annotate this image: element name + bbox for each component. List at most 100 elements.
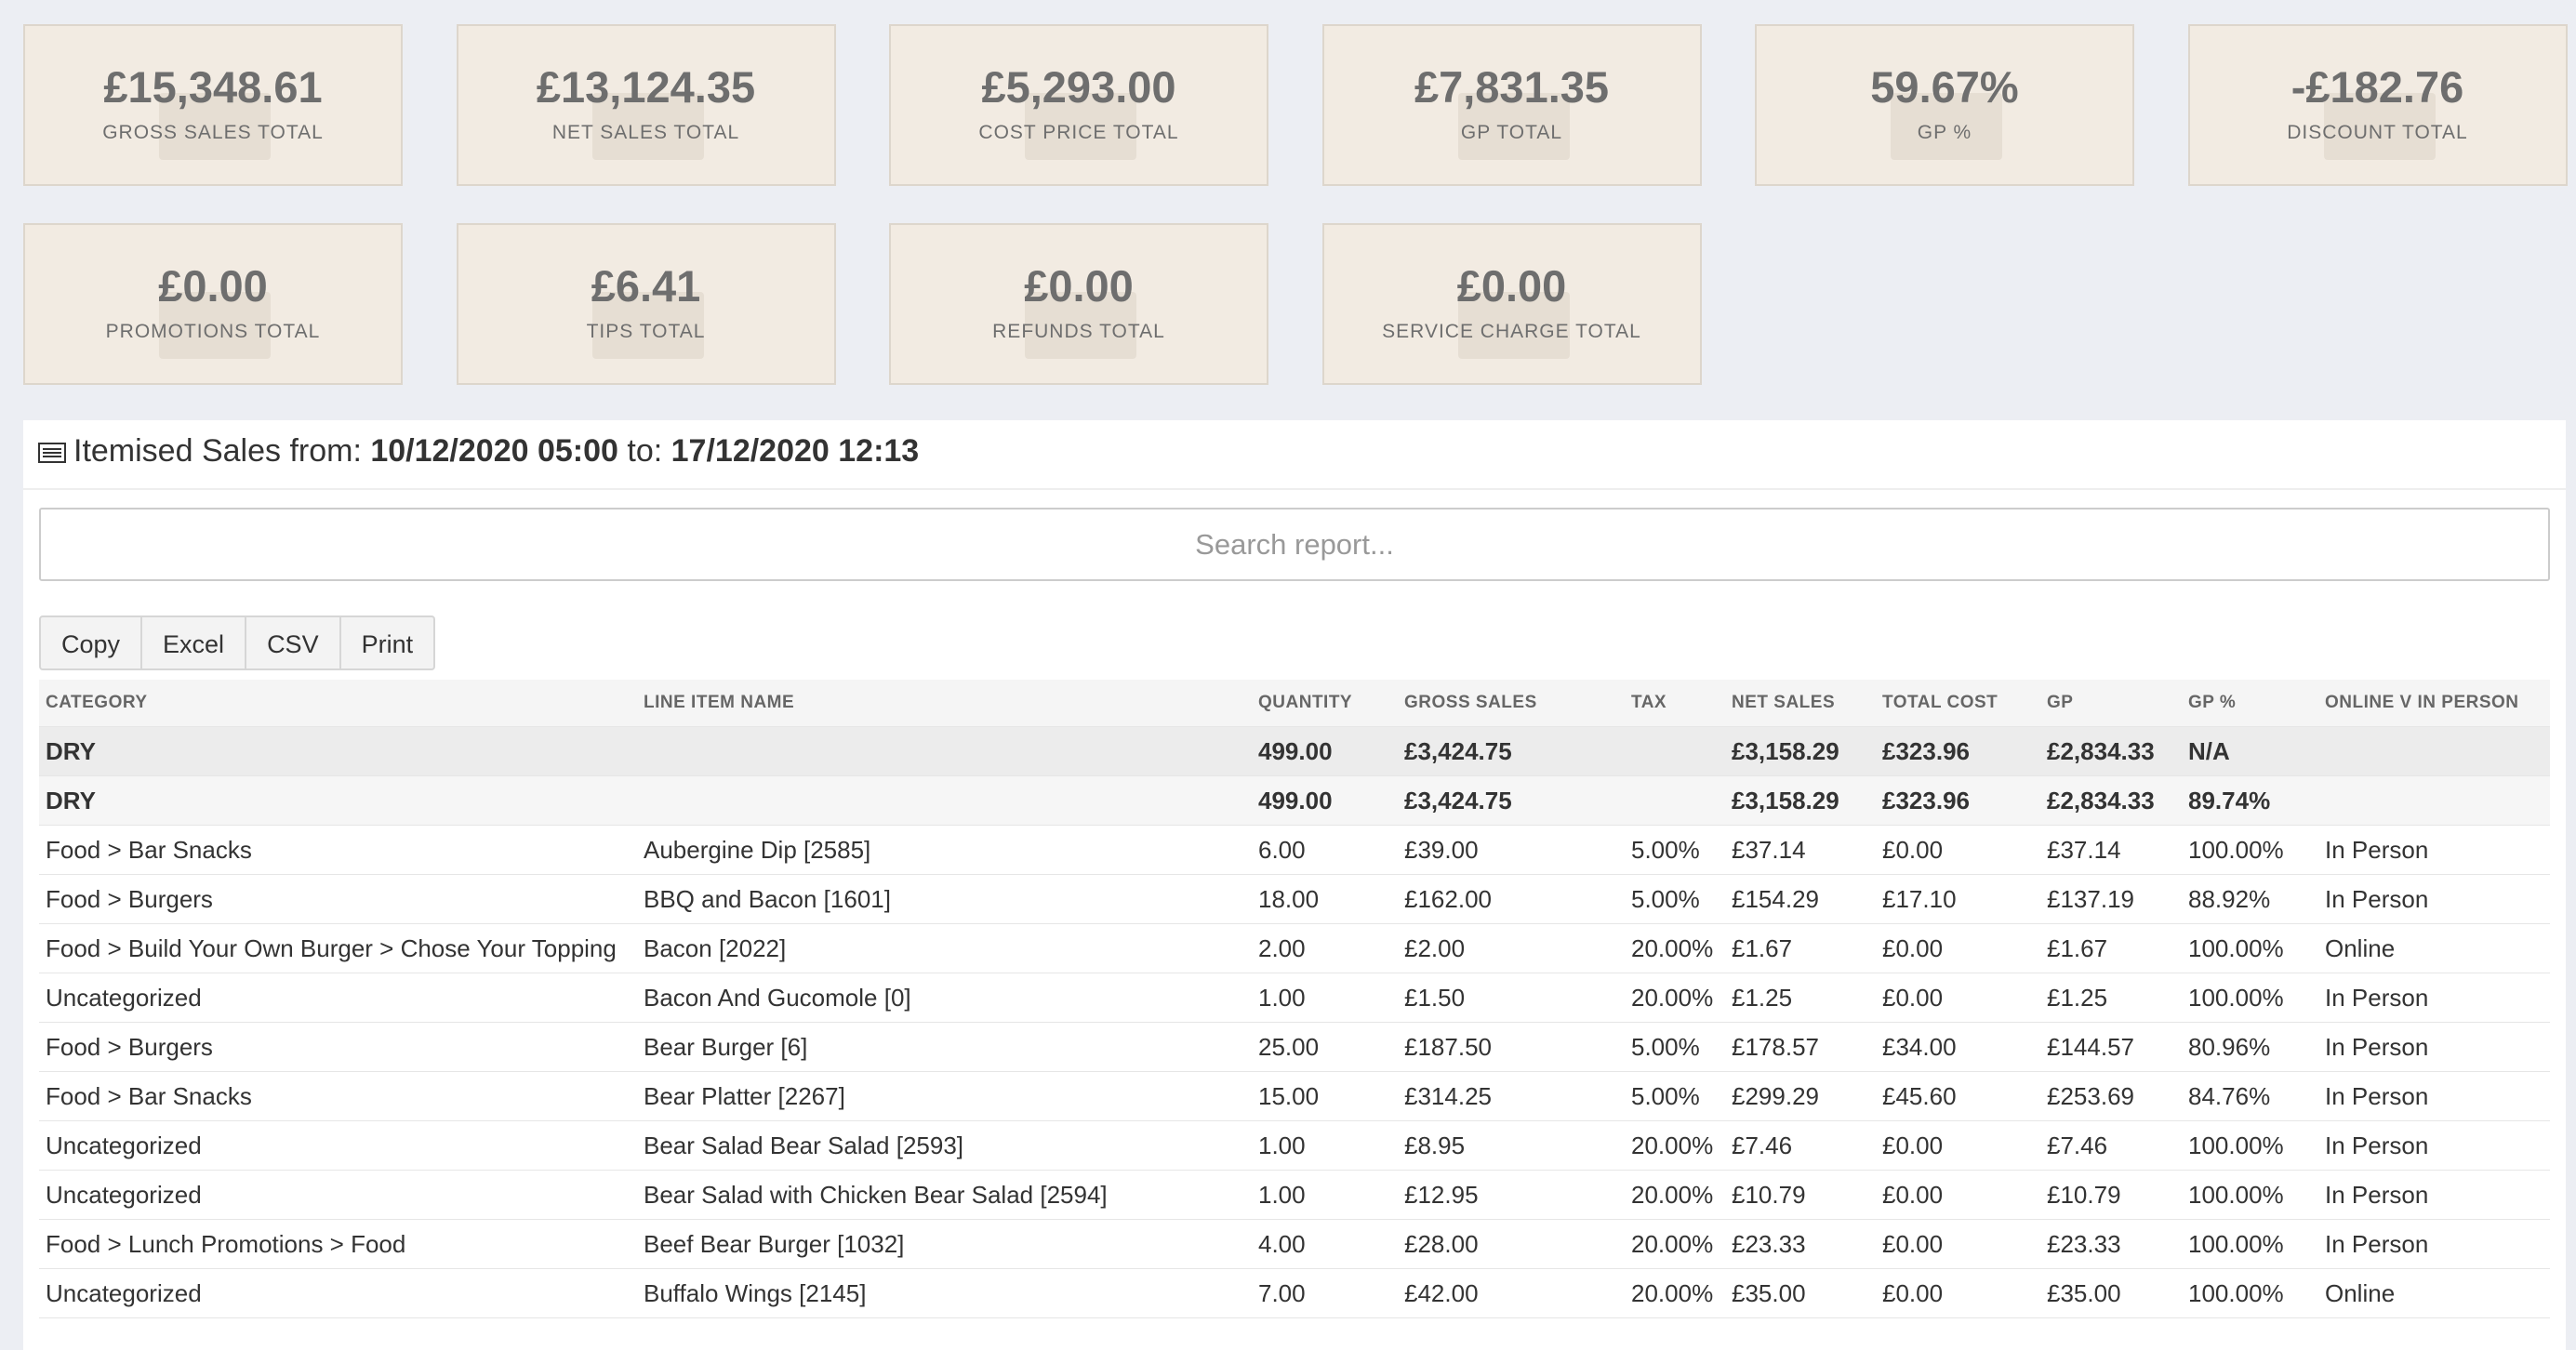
card-value: £13,124.35 — [536, 62, 756, 112]
list-icon — [38, 443, 66, 463]
table-cell: 7.00 — [1258, 1278, 1306, 1307]
table-cell: £45.60 — [1882, 1081, 1957, 1110]
table-row: Food > Lunch Promotions > Food Beef Bear … — [39, 1220, 2550, 1269]
table-cell: 15.00 — [1258, 1081, 1320, 1110]
table-cell: 1.00 — [1258, 1180, 1306, 1209]
table-cell: £144.57 — [2047, 1032, 2134, 1061]
table-cell: £299.29 — [1732, 1081, 1819, 1110]
table-cell: 5.00% — [1631, 1032, 1700, 1061]
export-button[interactable]: Print — [339, 615, 436, 670]
table-cell: Food > Lunch Promotions > Food — [46, 1229, 406, 1258]
stat-card: £0.00 PROMOTIONS TOTAL — [23, 223, 403, 385]
card-icon — [1891, 93, 2002, 160]
table-row: Food > Burgers Bear Burger [6] 25.00 £187.5… — [39, 1023, 2550, 1072]
table-cell: £34.00 — [1882, 1032, 1957, 1061]
column-header[interactable]: ONLINE V IN PERSON — [2325, 693, 2519, 712]
table-cell: £253.69 — [2047, 1081, 2134, 1110]
table-cell: £0.00 — [1882, 1278, 1944, 1307]
table-cell: Food > Build Your Own Burger > Chose You… — [46, 933, 617, 962]
date-to: 17/12/2020 12:13 — [671, 433, 920, 469]
column-header[interactable]: TOTAL COST — [1882, 693, 1998, 712]
table-cell: In Person — [2325, 835, 2429, 864]
table-cell: In Person — [2325, 1032, 2429, 1061]
table-cell: £187.50 — [1404, 1032, 1492, 1061]
stat-card: -£182.76 DISCOUNT TOTAL — [2187, 24, 2568, 186]
report-title: Itemised Sales from: 10/12/2020 05:00 to… — [38, 433, 919, 470]
table-cell: £2,834.33 — [2047, 736, 2155, 765]
table-cell: Bacon And Gucomole [0] — [644, 983, 911, 1012]
table-cell: £3,424.75 — [1404, 736, 1512, 765]
table-cell: N/A — [2188, 736, 2230, 765]
table-row: Uncategorized Buffalo Wings [2145] 7.00 £42… — [39, 1269, 2550, 1318]
table-cell: £39.00 — [1404, 835, 1479, 864]
card-value: £6.41 — [591, 261, 701, 311]
table-cell: £17.10 — [1882, 884, 1957, 913]
table-row: DRY 499.00 £3,424.75 £3,158.29 £323.96 £2,834… — [39, 727, 2550, 776]
stat-card: £0.00 SERVICE CHARGE TOTAL — [1321, 223, 1702, 385]
column-header[interactable]: QUANTITY — [1258, 693, 1353, 712]
table-cell: In Person — [2325, 983, 2429, 1012]
table-row: Uncategorized Bear Salad with Chicken Bea… — [39, 1171, 2550, 1220]
table-cell: 499.00 — [1258, 736, 1333, 765]
table-cell: £3,424.75 — [1404, 786, 1512, 814]
table-cell: 6.00 — [1258, 835, 1306, 864]
column-header[interactable]: TAX — [1631, 693, 1667, 712]
table-cell: £2,834.33 — [2047, 786, 2155, 814]
table-cell: DRY — [46, 786, 96, 814]
table-cell: £35.00 — [1732, 1278, 1806, 1307]
table-cell: 100.00% — [2188, 835, 2284, 864]
table-cell: £42.00 — [1404, 1278, 1479, 1307]
card-icon — [1025, 93, 1136, 160]
card-icon — [1025, 292, 1136, 359]
table-cell: £37.14 — [1732, 835, 1806, 864]
table-cell: £0.00 — [1882, 1180, 1944, 1209]
table-cell: Bear Platter [2267] — [644, 1081, 845, 1110]
header-row: CATEGORY LINE ITEM NAME QUANTITY GROSS SALE… — [39, 680, 2550, 727]
table-cell: £1.50 — [1404, 983, 1466, 1012]
card-value: £15,348.61 — [103, 62, 323, 112]
column-header[interactable]: GP % — [2188, 693, 2237, 712]
table-cell: £0.00 — [1882, 1131, 1944, 1159]
card-value: -£182.76 — [2291, 62, 2464, 112]
table-cell: Bear Salad Bear Salad [2593] — [644, 1131, 964, 1159]
table-cell: 20.00% — [1631, 933, 1714, 962]
card-label: COST PRICE TOTAL — [978, 122, 1179, 143]
table-cell: £3,158.29 — [1732, 736, 1839, 765]
table-cell: 5.00% — [1631, 1081, 1700, 1110]
column-header[interactable]: GROSS SALES — [1404, 693, 1537, 712]
stat-card: £6.41 TIPS TOTAL — [456, 223, 836, 385]
card-label: GP % — [1917, 122, 1972, 143]
table-cell: 100.00% — [2188, 983, 2284, 1012]
table-cell: 89.74% — [2188, 786, 2271, 814]
table-cell: Aubergine Dip [2585] — [644, 835, 871, 864]
column-header[interactable]: GP — [2047, 693, 2074, 712]
table-cell: £3,158.29 — [1732, 786, 1839, 814]
card-icon — [2323, 93, 2436, 160]
stat-card: £5,293.00 COST PRICE TOTAL — [889, 24, 1268, 186]
table-cell: 80.96% — [2188, 1032, 2271, 1061]
card-label: SERVICE CHARGE TOTAL — [1382, 321, 1641, 342]
search-input[interactable]: Search report... — [39, 508, 2550, 581]
table-cell: In Person — [2325, 884, 2429, 913]
table-cell: £2.00 — [1404, 933, 1466, 962]
table-row: Uncategorized Bacon And Gucomole [0] 1.00 £… — [39, 973, 2550, 1023]
card-icon — [1457, 292, 1570, 359]
column-header[interactable]: LINE ITEM NAME — [644, 693, 795, 712]
card-value: £0.00 — [1456, 261, 1567, 311]
export-button[interactable]: CSV — [245, 615, 341, 670]
card-icon — [159, 93, 271, 160]
table-row: DRY 499.00 £3,424.75 £3,158.29 £323.96 £2,834… — [39, 776, 2550, 826]
export-button[interactable]: Copy — [39, 615, 143, 670]
table-cell: DRY — [46, 736, 96, 765]
table-cell: 20.00% — [1631, 1180, 1714, 1209]
table-cell: 2.00 — [1258, 933, 1306, 962]
card-label: PROMOTIONS TOTAL — [105, 321, 321, 342]
table-cell: £10.79 — [2047, 1180, 2121, 1209]
column-header[interactable]: CATEGORY — [46, 693, 148, 712]
table-cell: In Person — [2325, 1229, 2429, 1258]
table-cell: 88.92% — [2188, 884, 2271, 913]
export-button[interactable]: Excel — [140, 615, 247, 670]
column-header[interactable]: NET SALES — [1732, 693, 1836, 712]
table-cell: 20.00% — [1631, 1278, 1714, 1307]
card-value: £7,831.35 — [1414, 62, 1610, 112]
